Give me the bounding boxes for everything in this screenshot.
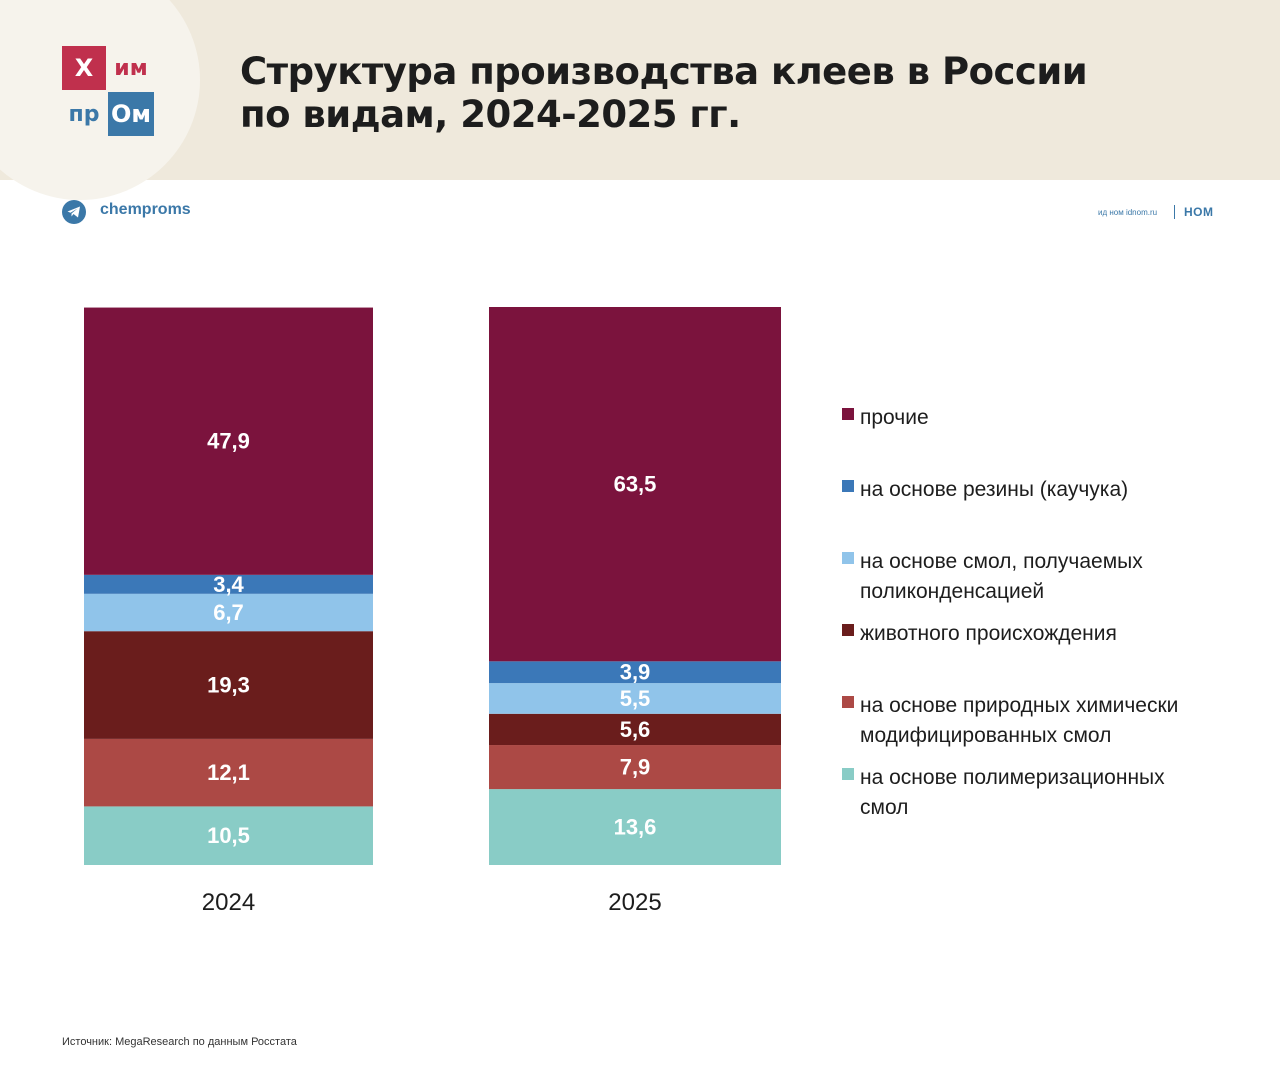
- bar-segment-polimer-2025: [489, 789, 781, 865]
- legend-swatch: [842, 768, 854, 780]
- telegram-icon[interactable]: [62, 200, 86, 224]
- bar-segment-prochie-2024: [84, 307, 373, 575]
- source-note: Источник: MegaResearch по данным Росстат…: [62, 1036, 297, 1048]
- chart-title: Структура производства клеев в России по…: [240, 50, 1140, 136]
- legend-swatch: [842, 552, 854, 564]
- category-label: 2025: [608, 889, 661, 916]
- data-label: 19,3: [207, 673, 250, 698]
- legend-swatch: [842, 480, 854, 492]
- bar-segment-rezina-2025: [489, 661, 781, 684]
- data-label: 3,4: [213, 572, 244, 597]
- legend-label: на основе смол, получаемых поликонденсац…: [860, 550, 1143, 603]
- channel-name[interactable]: chemproms: [100, 201, 191, 218]
- legend-swatch: [842, 624, 854, 636]
- legend-label: прочие: [860, 406, 929, 429]
- publisher-logo: НОМ: [1184, 205, 1214, 219]
- data-label: 3,9: [620, 660, 651, 685]
- bar-segment-polimer-2024: [84, 806, 373, 865]
- data-label: 47,9: [207, 429, 250, 454]
- data-label: 10,5: [207, 823, 250, 848]
- bar-segment-polikond-2024: [84, 593, 373, 632]
- bar-segment-polikond-2025: [489, 683, 781, 714]
- bar-segment-zhivotnoe-2024: [84, 631, 373, 739]
- legend-label: на основе резины (каучука): [860, 478, 1129, 501]
- data-label: 6,7: [213, 600, 244, 625]
- category-label: 2024: [202, 889, 255, 916]
- publisher-divider: [1174, 205, 1175, 219]
- data-label: 5,6: [620, 717, 651, 742]
- legend-swatch: [842, 408, 854, 420]
- logo-letter: им: [114, 55, 148, 81]
- chart-title-line: по видам, 2024-2025 гг.: [240, 93, 741, 136]
- data-label: 63,5: [614, 472, 657, 497]
- bar-segment-prirodnye-2024: [84, 738, 373, 807]
- bar-segment-rezina-2024: [84, 574, 373, 594]
- data-label: 12,1: [207, 760, 250, 785]
- bar-segment-prochie-2025: [489, 307, 781, 662]
- header-banner: Х им пр Ом Структура производства клеев …: [0, 0, 1280, 200]
- data-label: 13,6: [614, 815, 657, 840]
- chart-title-line: Структура производства клеев в России: [240, 50, 1088, 93]
- bar-segment-prirodnye-2025: [489, 745, 781, 790]
- logo-letter: Х: [62, 46, 106, 90]
- legend-swatch: [842, 696, 854, 708]
- legend-label: на основе природных химически модифициро…: [860, 694, 1179, 747]
- data-label: 7,9: [620, 755, 651, 780]
- logo-letter: Ом: [108, 92, 154, 136]
- data-label: 5,5: [620, 686, 651, 711]
- logo-letter: пр: [68, 101, 100, 127]
- bar-segment-zhivotnoe-2025: [489, 713, 781, 746]
- legend-label: на основе полимеризационных смол: [860, 766, 1165, 819]
- publisher-url: ид ном idnom.ru: [1098, 208, 1158, 217]
- stacked-bar-chart: 10,5 12,1 19,3 6,7 3,4 47,9 2024 13,6 7,9 5,6 5,53…: [84, 307, 781, 916]
- legend-label: животного происхождения: [860, 622, 1117, 645]
